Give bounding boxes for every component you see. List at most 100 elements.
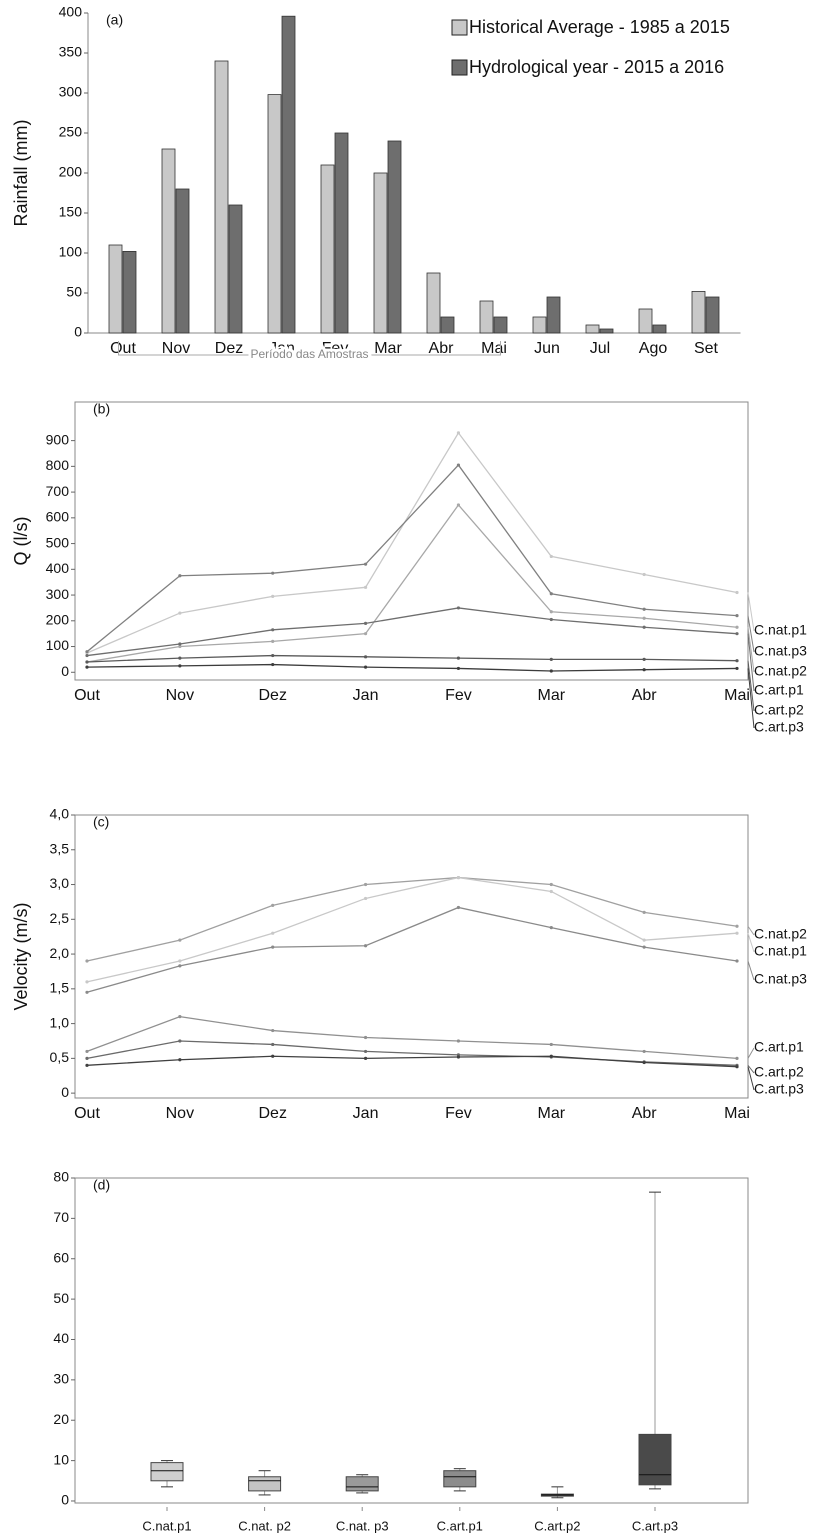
bar: [320, 164, 335, 334]
y-tick-label: 150: [59, 204, 83, 220]
bar: [267, 94, 282, 334]
point: [456, 463, 461, 467]
point: [85, 1063, 89, 1067]
series-label: C.art.p3: [754, 719, 804, 735]
label-leader: [747, 1066, 755, 1091]
series-label: C.nat.p3: [754, 643, 807, 659]
bar: [175, 188, 190, 334]
point: [85, 959, 89, 963]
point: [363, 1035, 368, 1040]
x-tick-label: Nov: [162, 340, 190, 357]
point: [735, 1065, 739, 1069]
series-line: [86, 906, 738, 993]
bar: [440, 316, 455, 334]
point: [178, 644, 182, 649]
series-line: [86, 431, 738, 654]
y-tick-label: 400: [59, 4, 83, 20]
point: [178, 938, 182, 942]
point: [271, 903, 275, 907]
point: [271, 628, 275, 632]
point: [456, 656, 461, 660]
y-tick-label: 0: [61, 1492, 69, 1508]
point: [642, 657, 646, 662]
point: [271, 571, 275, 575]
point: [642, 945, 646, 949]
point: [456, 503, 461, 507]
series-line: [86, 464, 738, 653]
series-line: [86, 876, 738, 983]
bar: [373, 172, 388, 334]
point: [549, 657, 553, 662]
panel-label: (a): [106, 12, 123, 28]
x-tick-label: Out: [74, 687, 100, 704]
point: [456, 666, 461, 671]
y-tick-label: 100: [59, 244, 83, 260]
plot-frame: [74, 401, 749, 681]
x-tick-label: C.art.p3: [632, 1518, 678, 1533]
point: [178, 664, 182, 668]
plot-frame: [74, 814, 749, 1099]
x-tick-label: Out: [74, 1105, 100, 1122]
bar: [599, 328, 614, 334]
x-tick-label: Mar: [374, 340, 402, 357]
point: [549, 889, 553, 894]
point: [456, 431, 461, 435]
bar: [479, 300, 494, 334]
point: [642, 1049, 646, 1054]
point: [642, 910, 646, 914]
y-tick-label: 30: [53, 1371, 69, 1387]
point: [642, 938, 646, 942]
y-tick-label: 4,0: [50, 806, 70, 822]
x-tick-label: Nov: [166, 1105, 194, 1122]
y-tick-label: 100: [46, 637, 70, 653]
series-label: C.art.p2: [754, 702, 804, 718]
x-tick-label: Jun: [534, 340, 560, 357]
bar: [281, 15, 296, 334]
y-axis-title: Q (l/s): [11, 517, 31, 566]
x-tick-label: Abr: [429, 340, 455, 357]
point: [271, 1028, 275, 1033]
point: [363, 632, 368, 636]
point: [642, 616, 646, 620]
box: [443, 1470, 477, 1488]
point: [178, 1058, 182, 1062]
series-label: C.art.p1: [754, 1039, 804, 1055]
bar: [122, 250, 137, 334]
point: [456, 1055, 461, 1059]
series-line: [86, 654, 738, 663]
point: [549, 592, 553, 596]
panel-label: (b): [93, 401, 110, 417]
y-tick-label: 2,0: [50, 945, 70, 961]
series-label: C.nat.p1: [754, 943, 807, 959]
y-tick-label: 200: [59, 164, 83, 180]
label-leader: [747, 1047, 755, 1059]
x-tick-label: Jan: [269, 340, 295, 357]
bar: [705, 296, 720, 334]
legend-swatch: [451, 59, 468, 76]
point: [642, 572, 646, 577]
point: [363, 896, 368, 901]
point: [363, 882, 368, 887]
y-tick-label: 0,5: [50, 1049, 70, 1065]
y-tick-label: 2,5: [50, 910, 70, 926]
x-tick-label: Mar: [538, 1105, 566, 1122]
point: [178, 611, 182, 615]
point: [549, 1054, 553, 1058]
y-tick-label: 50: [66, 284, 82, 300]
label-leader: [747, 592, 755, 632]
y-tick-label: 250: [59, 124, 83, 140]
panel-label: (c): [93, 814, 109, 830]
period-bracket: [118, 341, 501, 356]
y-tick-label: 0: [61, 663, 69, 679]
point: [271, 594, 275, 598]
point: [85, 980, 89, 984]
point: [178, 1015, 182, 1019]
point: [85, 650, 89, 654]
box: [150, 1462, 184, 1482]
x-tick-label: Set: [694, 340, 719, 357]
label-leader: [747, 633, 755, 692]
point: [549, 617, 553, 622]
point: [735, 590, 739, 595]
point: [549, 882, 553, 887]
